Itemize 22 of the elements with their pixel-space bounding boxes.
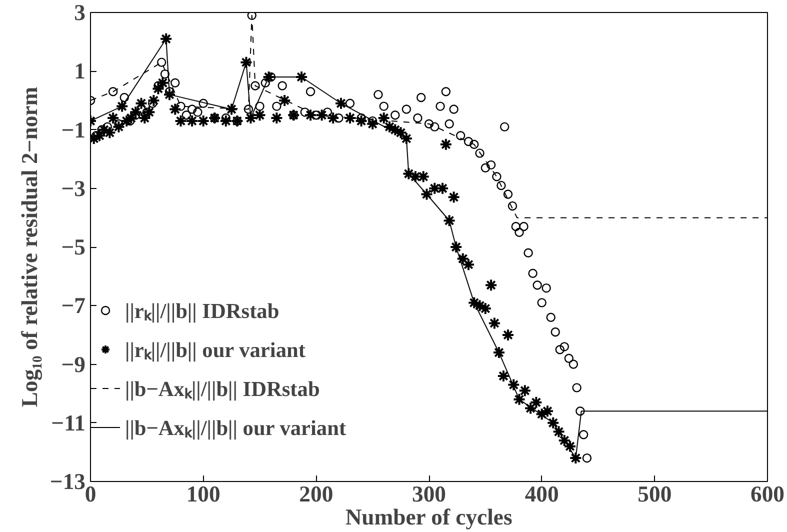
x-tick-label: 600: [750, 482, 784, 506]
x-tick-label: 300: [412, 482, 446, 506]
x-axis-title: Number of cycles: [345, 504, 512, 530]
y-tick-label: −7: [61, 293, 86, 318]
x-tick-label: 0: [84, 482, 96, 506]
y-axis-title: Log₁₀ of relative residual 2−norm: [16, 86, 42, 408]
y-tick-label: −1: [61, 117, 86, 142]
y-tick-label: 3: [74, 0, 86, 25]
x-tick-label: 200: [299, 482, 334, 506]
legend-label: ||rₖ||/||b|| IDRstab: [125, 298, 280, 324]
y-tick-label: −13: [50, 469, 86, 494]
y-tick-label: −5: [61, 234, 86, 260]
x-tick-label: 400: [524, 482, 559, 506]
x-tick-label: 100: [186, 482, 220, 506]
x-tick-label: 500: [638, 482, 672, 506]
legend-label: ||rₖ||/||b|| our variant: [125, 337, 306, 363]
y-tick-label: −3: [61, 176, 86, 201]
legend-label: ||b−Axₖ||/||b|| our variant: [125, 415, 346, 441]
y-tick-label: −11: [51, 410, 86, 436]
y-tick-label: −9: [61, 352, 86, 377]
legend-label: ||b−Axₖ||/||b|| IDRstab: [125, 376, 320, 402]
y-tick-label: 1: [74, 58, 86, 84]
